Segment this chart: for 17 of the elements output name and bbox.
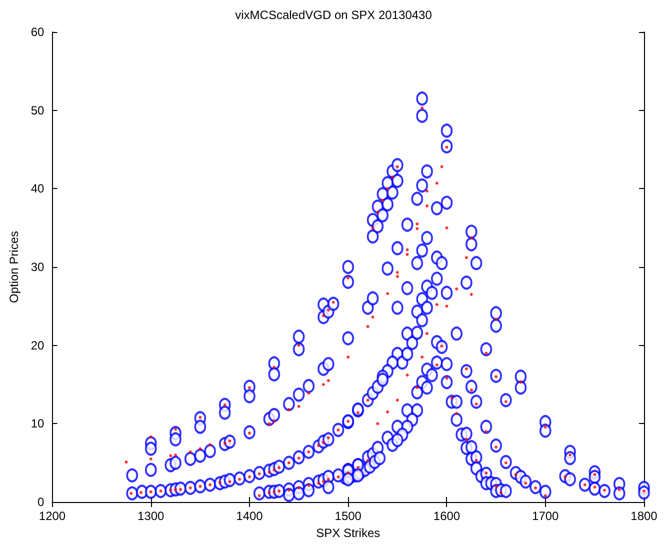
x-tick-label: 1400 bbox=[236, 509, 264, 523]
y-tick-label: 20 bbox=[30, 338, 45, 352]
y-axis-title: Option Prices bbox=[7, 230, 21, 304]
y-tick-label: 60 bbox=[30, 25, 45, 39]
x-tick-label: 1200 bbox=[38, 509, 66, 523]
x-axis-title: SPX Strikes bbox=[316, 526, 380, 540]
x-tick-label: 1600 bbox=[433, 509, 460, 523]
x-tick-label: 1300 bbox=[138, 509, 165, 523]
y-tick-label: 10 bbox=[30, 416, 45, 431]
y-tick-label: 30 bbox=[30, 260, 45, 274]
x-tick-label: 1700 bbox=[532, 509, 560, 523]
x-tick-label: 1500 bbox=[334, 509, 362, 523]
y-tick-label: 0 bbox=[38, 495, 45, 509]
y-tick-label: 40 bbox=[30, 182, 45, 196]
x-tick-label: 1800 bbox=[630, 509, 658, 523]
y-tick-label: 50 bbox=[30, 103, 45, 118]
chart-title: vixMCScaledVGD on SPX 20130430 bbox=[235, 8, 432, 22]
